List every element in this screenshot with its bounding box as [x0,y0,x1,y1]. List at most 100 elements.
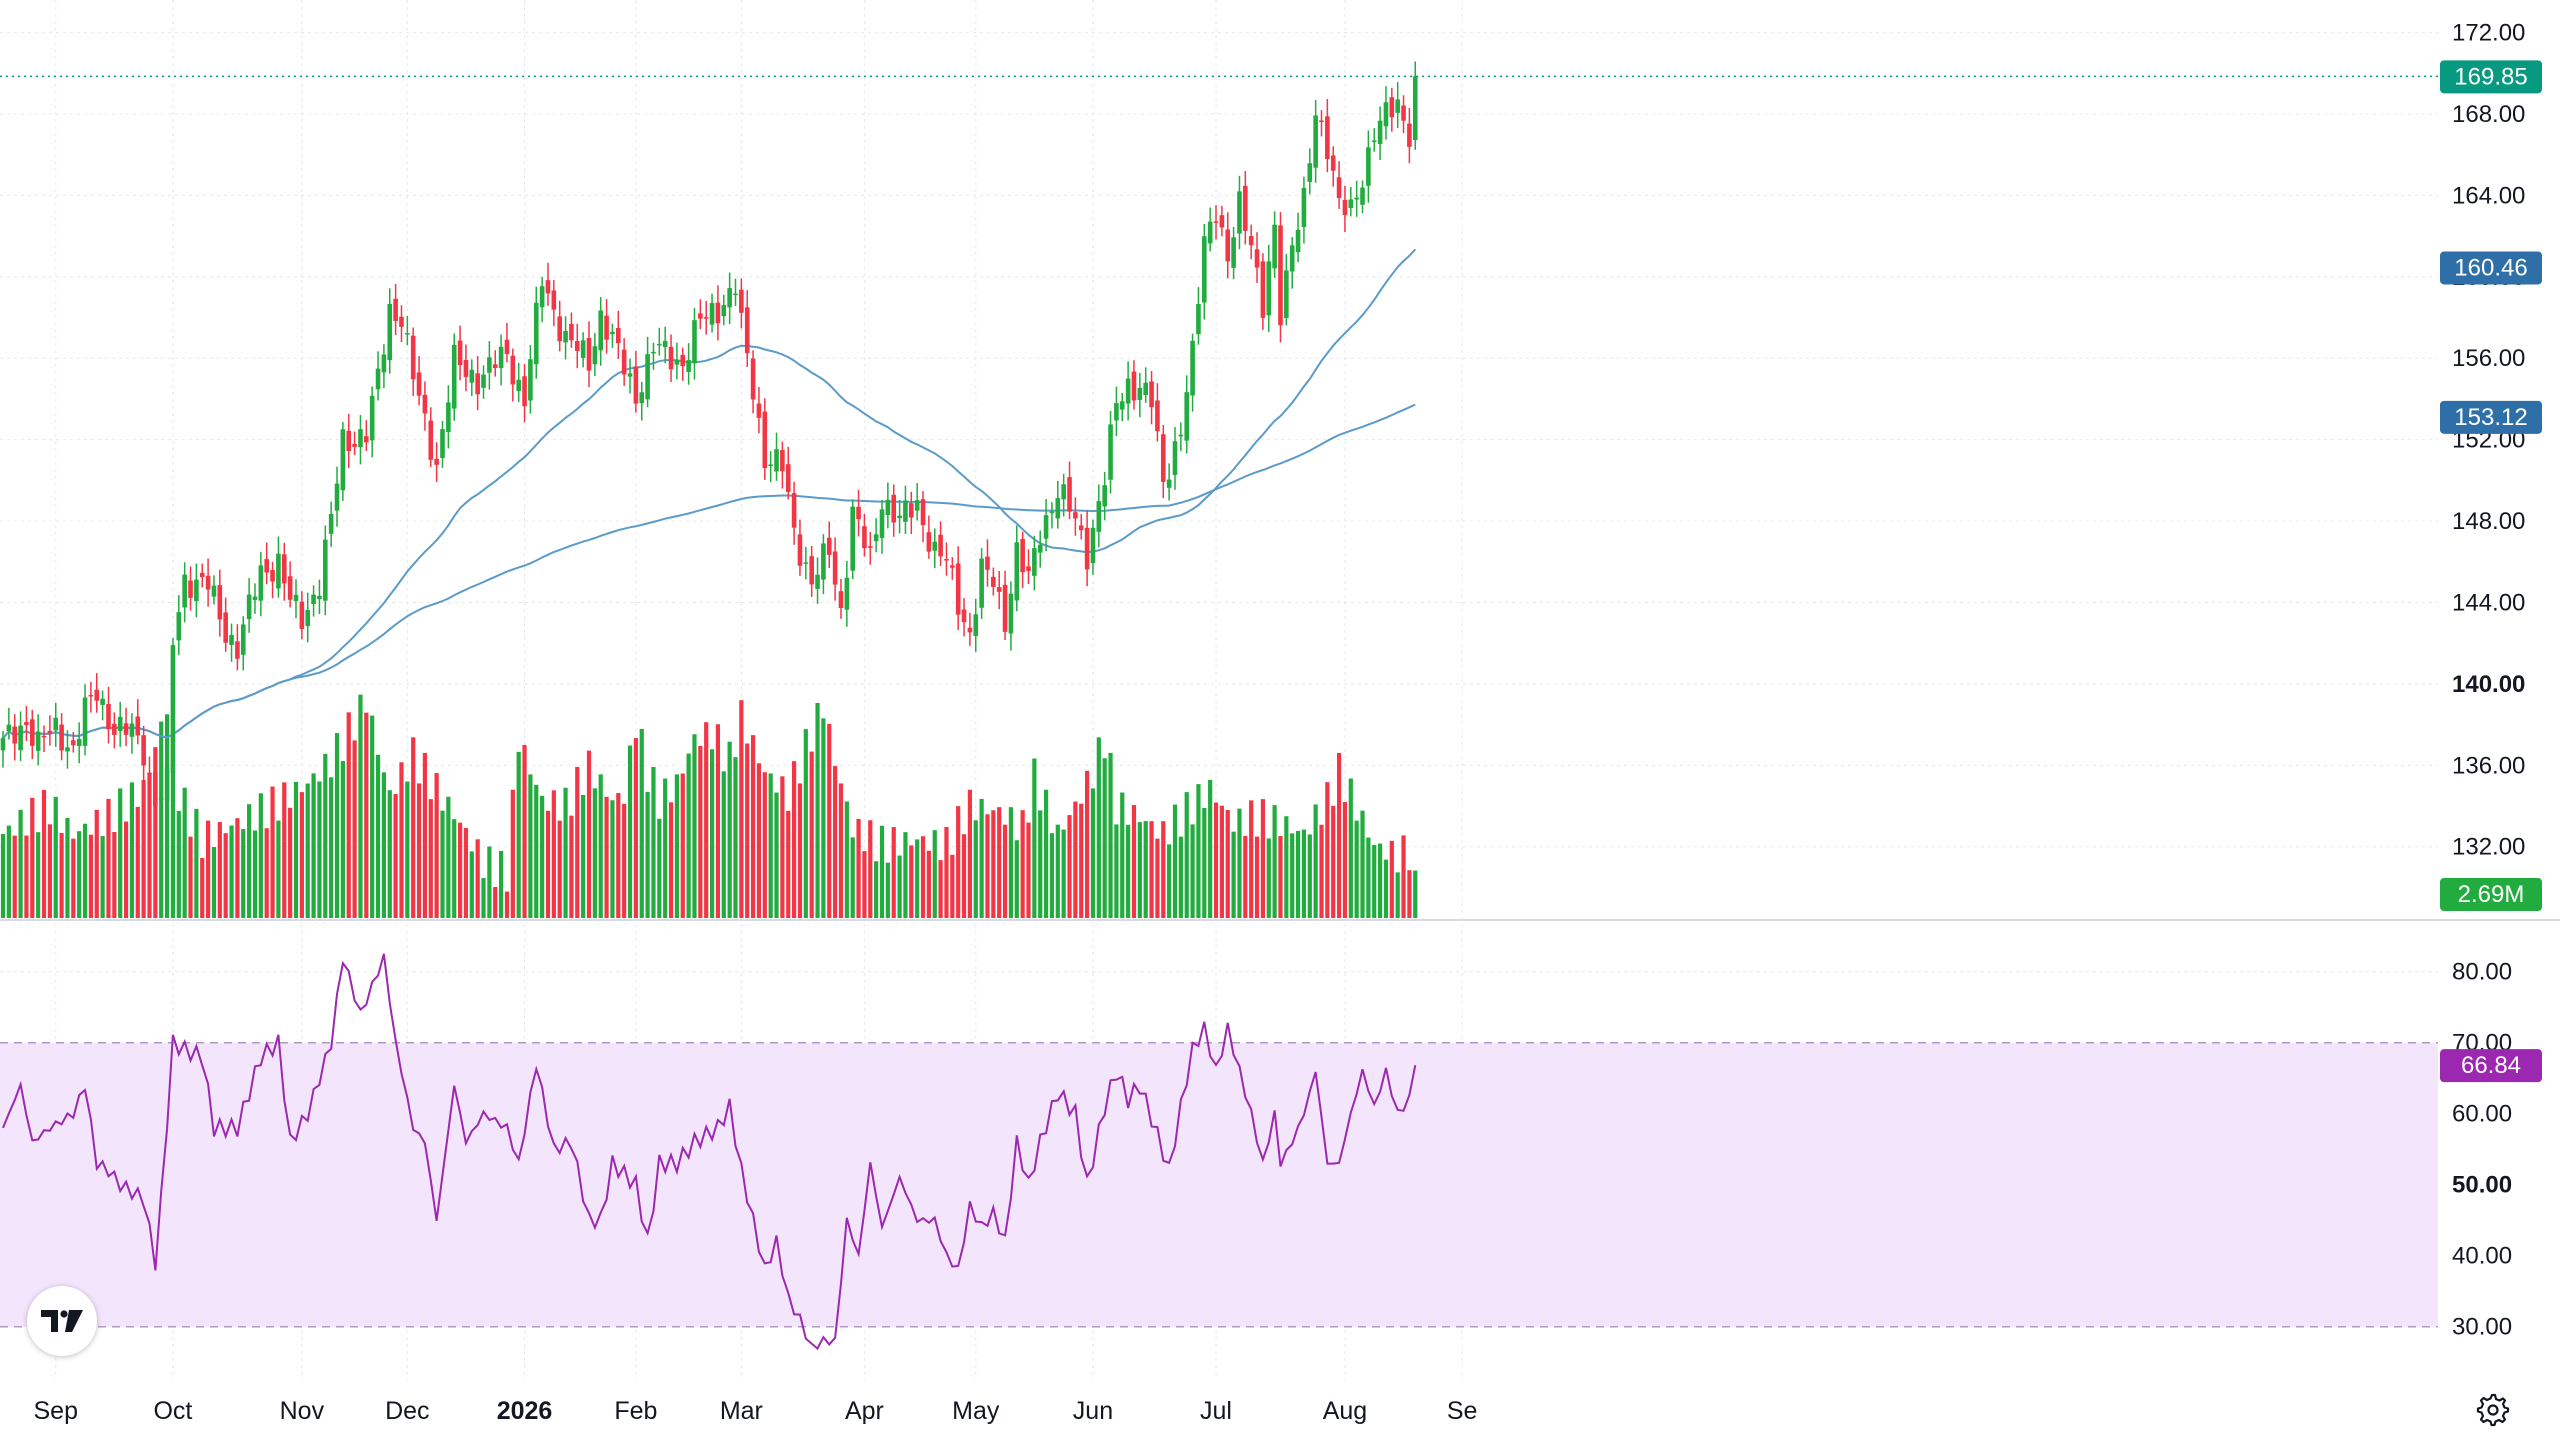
volume-bar [65,817,70,918]
candlestick [838,578,844,619]
candlestick [1202,223,1207,320]
volume-bar [311,773,316,918]
candle-body [633,366,639,404]
volume-bar [346,712,351,918]
candlestick [580,332,586,368]
candlestick [410,327,416,396]
candlestick [973,598,979,652]
volume-bar [1278,836,1283,918]
candle-body [715,302,721,324]
volume-bar [1008,807,1014,918]
volume-bar [1383,859,1389,918]
time-tick-label: Feb [614,1397,657,1425]
candle-body [539,286,545,308]
candlestick [1348,187,1354,217]
candle-body [246,594,252,620]
candlestick [1032,535,1037,591]
price-axis: 172.00168.00164.00160.00156.00152.00148.… [2452,20,2525,861]
volume-bar [463,828,469,918]
candlestick [1061,473,1066,517]
candle-body [815,574,820,589]
candlestick [1002,570,1008,641]
candle-body [832,551,838,585]
candle-body [112,723,117,735]
candle-body [762,411,768,469]
volume-bar [762,772,767,918]
candle-body [545,280,551,294]
price-tick-label: 136.00 [2452,752,2525,779]
candle-body [211,585,217,597]
candle-body [422,394,428,414]
volume-bar [129,782,135,918]
candle-body [733,293,738,296]
price-tick-label: 156.00 [2452,345,2525,372]
candle-body [440,429,445,458]
volume-bar [1126,824,1131,918]
candle-body [1336,177,1342,199]
volume-bar [850,837,855,918]
candle-body [1231,237,1236,268]
candle-body [399,316,404,327]
candle-body [1395,99,1400,113]
candlestick [703,301,709,335]
volume-bar [305,783,310,918]
volume-bar [118,788,123,918]
price-tag: 153.12 [2440,400,2542,434]
candlestick [1260,253,1266,330]
candle-body [328,513,334,534]
volume-bar [18,809,23,918]
candlestick [71,732,76,753]
candle-body [369,395,375,441]
tradingview-logo[interactable] [27,1286,97,1356]
volume-bar [1014,840,1019,918]
candle-body [692,320,697,364]
volume-bar [1108,752,1113,918]
candle-body [416,372,422,396]
candlestick [891,484,897,537]
volume-bar [1043,789,1049,918]
candle-body [914,500,920,511]
candlestick [674,342,680,380]
candle-body [434,458,439,465]
candlestick [1125,361,1131,421]
moving-averages [2,248,1417,739]
candle-body [1354,197,1359,200]
volume-bar [557,820,562,918]
price-tag-text: 169.85 [2454,63,2527,90]
candle-body [604,315,609,340]
candle-body [985,556,990,570]
candle-body [147,772,152,775]
candlestick [510,348,516,402]
candlestick [1248,224,1254,260]
candlestick [1078,513,1084,540]
candlestick [709,293,715,333]
volume-bar [792,761,797,918]
candlestick [59,713,64,761]
candle-body [1266,261,1272,316]
candlestick [991,567,996,596]
candlestick [621,338,627,386]
candle-body [0,738,6,751]
volume-bar [903,832,908,918]
candle-body [879,509,885,538]
candlestick [539,276,545,323]
candlestick [1043,499,1049,552]
candle-body [317,595,322,600]
volume-bar [645,791,650,918]
volume-bar [88,834,93,918]
tradingview-logo-icon [41,1310,83,1332]
candlestick [821,534,826,595]
candlestick [1073,497,1078,536]
volume-bar [944,826,949,918]
settings-gear-icon[interactable] [2474,1391,2510,1427]
candle-body [1225,229,1231,262]
candle-body [252,596,258,600]
candle-body [270,570,275,582]
volume-bar [1061,829,1066,918]
volume-bar [997,807,1002,918]
candle-body [610,331,615,335]
candlestick [692,307,697,380]
